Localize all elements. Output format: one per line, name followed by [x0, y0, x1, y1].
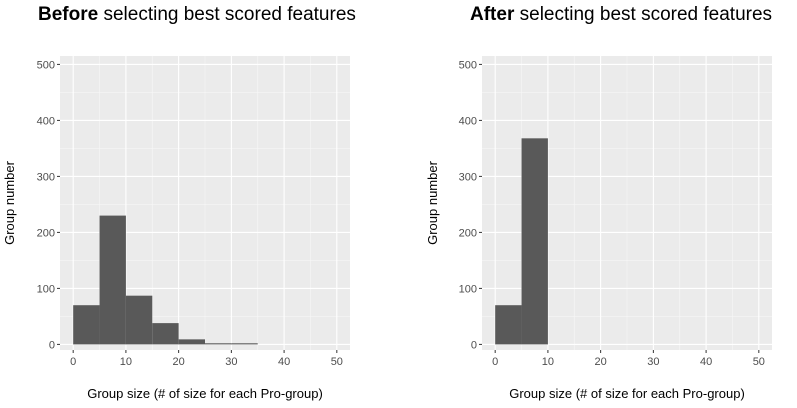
- y-tick-label: 200: [459, 227, 477, 239]
- chart-title: After selecting best scored features: [470, 4, 772, 26]
- y-tick-label: 400: [459, 115, 477, 127]
- chart-title-rest: selecting best scored features: [514, 4, 773, 25]
- histogram-bar: [125, 295, 153, 345]
- y-tick-label: 400: [37, 115, 55, 127]
- histogram-bar: [152, 323, 179, 345]
- x-tick-label: 50: [331, 356, 343, 368]
- y-axis-label: Group number: [2, 160, 17, 244]
- y-tick-label: 300: [459, 171, 477, 183]
- chart-title-rest: selecting best scored features: [98, 4, 356, 25]
- x-tick-label: 20: [173, 356, 185, 368]
- y-tick-label: 100: [459, 283, 477, 295]
- chart-title-bold: Before: [38, 4, 99, 25]
- chart-title: Before selecting best scored features: [38, 4, 356, 26]
- y-tick-label: 500: [459, 59, 477, 71]
- x-tick-label: 10: [542, 356, 554, 368]
- x-tick-label: 20: [595, 356, 607, 368]
- x-tick-label: 50: [753, 356, 765, 368]
- chart-title-bold: After: [470, 4, 515, 25]
- x-tick-label: 30: [225, 356, 237, 368]
- histogram-bar: [205, 343, 232, 345]
- chart-panel-before: Before selecting best scored features 0 1…: [0, 0, 398, 408]
- y-tick-label: 300: [37, 171, 55, 183]
- histogram-bar: [231, 343, 258, 345]
- histogram-bar: [99, 215, 126, 345]
- histogram-bar: [495, 305, 522, 345]
- y-axis-label: Group number: [425, 160, 440, 244]
- x-axis-label: Group size (# of size for each Pro-group…: [509, 386, 745, 401]
- x-axis-label: Group size (# of size for each Pro-group…: [87, 386, 323, 401]
- x-tick-label: 10: [120, 356, 132, 368]
- y-tick-label: 200: [37, 227, 55, 239]
- y-tick-label: 0: [471, 339, 477, 351]
- y-tick-label: 100: [37, 283, 55, 295]
- x-tick-label: 40: [700, 356, 712, 368]
- chart-panel-after: After selecting best scored features 0 10…: [399, 0, 797, 408]
- x-tick-label: 40: [278, 356, 290, 368]
- histogram-bar: [178, 339, 205, 345]
- y-tick-label: 500: [37, 59, 55, 71]
- histogram-bar: [521, 138, 548, 345]
- x-tick-label: 0: [492, 356, 498, 368]
- x-tick-label: 30: [647, 356, 659, 368]
- y-tick-label: 0: [49, 339, 55, 351]
- x-tick-label: 0: [70, 356, 76, 368]
- histogram-bar: [73, 305, 100, 345]
